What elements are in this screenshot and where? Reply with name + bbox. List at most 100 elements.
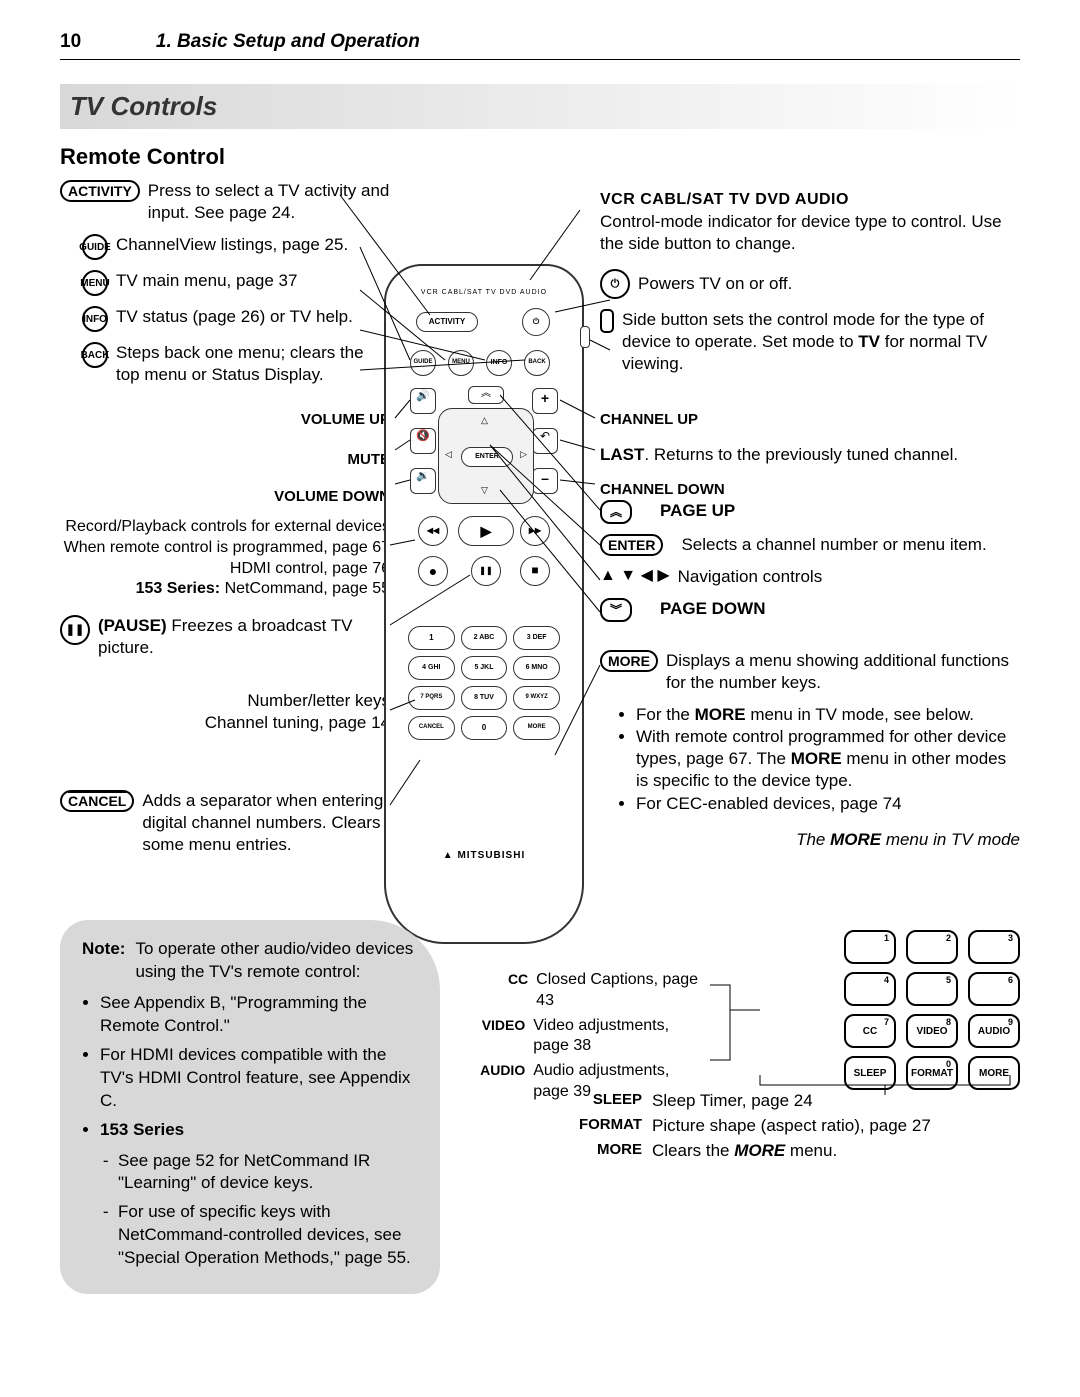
nav-arrows-icon: ▲ ▼ ◀ ▶ (600, 566, 670, 587)
note-box: Note: To operate other audio/video devic… (60, 920, 440, 1294)
ch-down-label: CHANNEL DOWN (600, 480, 1020, 500)
remote-activity-btn: ACTIVITY (416, 312, 478, 332)
back-text: Steps back one menu; clears the top menu… (116, 342, 390, 386)
remote-key-7: 7 PQRS (408, 686, 455, 710)
remote-key-4: 4 GHI (408, 656, 455, 680)
remote-key-8: 8 TUV (461, 686, 508, 710)
more-b1-pre: For the (636, 705, 695, 724)
cc-k: CC (475, 970, 528, 1012)
remote-rew: ◀◀ (418, 516, 448, 546)
note-b3a: See page 52 for NetCommand IR "Learning"… (118, 1150, 418, 1196)
callout-menu: MENU TV main menu, page 37 (82, 270, 390, 296)
remote-diagram: VCR CABL/SAT TV DVD AUDIO ACTIVITY ⏻ GUI… (384, 264, 584, 944)
callout-back: BACK Steps back one menu; clears the top… (82, 342, 390, 386)
remote-page-up: ︽ (468, 386, 504, 404)
remote-menu-btn: MENU (448, 350, 474, 376)
chapter-title: 1. Basic Setup and Operation (156, 31, 420, 52)
remote-power-btn: ⏻ (522, 308, 550, 336)
more-key-1: 1 (844, 930, 896, 964)
channel-labels: CHANNEL UP LAST. Returns to the previous… (600, 410, 1020, 499)
cc-text: Closed Captions, page 43 (536, 970, 705, 1012)
morek: MORE (570, 1140, 642, 1162)
remote-key-3: 3 DEF (513, 626, 560, 650)
video-text: Video adjustments, page 38 (533, 1016, 705, 1058)
more-b3: For CEC-enabled devices, page 74 (636, 793, 1020, 815)
sleep-k: SLEEP (570, 1090, 642, 1112)
more-key-4: 4 (844, 972, 896, 1006)
remote-indicator-strip: VCR CABL/SAT TV DVD AUDIO (398, 288, 570, 297)
power-text: Powers TV on or off. (638, 269, 1020, 295)
remote-numpad: 1 2 ABC 3 DEF 4 GHI 5 JKL 6 MNO 7 PQRS 8… (408, 626, 560, 740)
cancel-text: Adds a separator when entering digital c… (142, 790, 390, 856)
more-text: Displays a menu showing additional funct… (666, 650, 1020, 694)
pause-icon: ❚❚ (60, 615, 90, 645)
numkeys-callout: Number/letter keys Channel tuning, page … (60, 690, 390, 734)
more-b1-b: MORE (695, 705, 746, 724)
activity-button-label: ACTIVITY (60, 180, 140, 202)
more-b1-post: menu in TV mode, see below. (746, 705, 974, 724)
more-key-format: 0FORMAT (906, 1056, 958, 1090)
last-pre: LAST (600, 445, 644, 464)
remote-ff: ▶▶ (520, 516, 550, 546)
guide-button-label: GUIDE (82, 234, 108, 260)
pause-pre: (PAUSE) (98, 616, 167, 635)
remote-ch-down: – (532, 468, 558, 494)
more-button-label: MORE (600, 650, 658, 672)
more-key-sleep: SLEEP (844, 1056, 896, 1090)
activity-text: Press to select a TV activity and input.… (148, 180, 390, 224)
remote-back-btn: BACK (524, 350, 550, 376)
remote-play: ▶ (458, 516, 514, 546)
cancel-callout: CANCEL Adds a separator when entering di… (60, 790, 390, 866)
more-menu-grid: 1 2 3 4 5 6 7CC 8VIDEO 9AUDIO SLEEP 0FOR… (760, 930, 1020, 1098)
playback-callout: Record/Playback controls for external de… (60, 517, 390, 600)
note-lead: To operate other audio/video devices usi… (135, 938, 418, 984)
power-callout: ⏻ Powers TV on or off. (600, 269, 1020, 299)
remote-key-9: 9 WXYZ (513, 686, 560, 710)
playback-line4: NetCommand, page 55 (220, 580, 390, 597)
note-lead-pre: Note: (82, 938, 125, 984)
remote-ch-up: + (532, 388, 558, 414)
vol-down-label: VOLUME DOWN (60, 487, 390, 507)
enter-button-label: ENTER (600, 534, 663, 556)
back-button-label: BACK (82, 342, 108, 368)
remote-key-6: 6 MNO (513, 656, 560, 680)
note-b3b: For use of specific keys with NetCommand… (118, 1201, 418, 1270)
remote-side-button (580, 326, 590, 348)
callout-guide: GUIDE ChannelView listings, page 25. (82, 234, 390, 260)
section-title: TV Controls (60, 84, 1020, 130)
note-b2: For HDMI devices compatible with the TV'… (100, 1044, 418, 1113)
more-key-more: MORE (968, 1056, 1020, 1090)
page-number: 10 (60, 31, 81, 52)
more-b2-b: MORE (791, 749, 842, 768)
remote-mute: 🔇 (410, 428, 436, 454)
info-text: TV status (page 26) or TV help. (116, 306, 390, 328)
more-key-6: 6 (968, 972, 1020, 1006)
indicator-text: Control-mode indicator for device type t… (600, 211, 1020, 255)
playback-line3: HDMI control, page 76 (60, 559, 390, 580)
remote-key-more: MORE (513, 716, 560, 740)
remote-key-5: 5 JKL (461, 656, 508, 680)
playback-line2: When remote control is programmed, page … (60, 538, 390, 559)
remote-vol-down: 🔉 (410, 468, 436, 494)
remote-key-2: 2 ABC (461, 626, 508, 650)
playback-line1: Record/Playback controls for external de… (60, 517, 390, 538)
more-callout: MORE Displays a menu showing additional … (600, 650, 1020, 851)
info-button-label: INFO (82, 306, 108, 332)
remote-key-1: 1 (408, 626, 455, 650)
more-key-2: 2 (906, 930, 958, 964)
remote-last: ↶ (532, 428, 558, 454)
audio-k: AUDIO (475, 1061, 525, 1103)
enter-text: Selects a channel number or menu item. (681, 534, 1020, 556)
nav-labels: ︽ PAGE UP ENTER Selects a channel number… (600, 500, 1020, 632)
nav-text: Navigation controls (678, 566, 1020, 588)
pageup-label: PAGE UP (660, 501, 735, 520)
last-text: . Returns to the previously tuned channe… (644, 445, 958, 464)
remote-key-cancel: CANCEL (408, 716, 455, 740)
vol-up-label: VOLUME UP (60, 410, 390, 430)
pause-callout: ❚❚ (PAUSE) Freezes a broadcast TV pictur… (60, 615, 390, 669)
note-b1: See Appendix B, "Programming the Remote … (100, 992, 418, 1038)
more-key-9: 9AUDIO (968, 1014, 1020, 1048)
remote-vol-up: 🔊 (410, 388, 436, 414)
numkeys-line2: Channel tuning, page 14 (60, 712, 390, 734)
volume-labels: VOLUME UP MUTE VOLUME DOWN (60, 410, 390, 507)
